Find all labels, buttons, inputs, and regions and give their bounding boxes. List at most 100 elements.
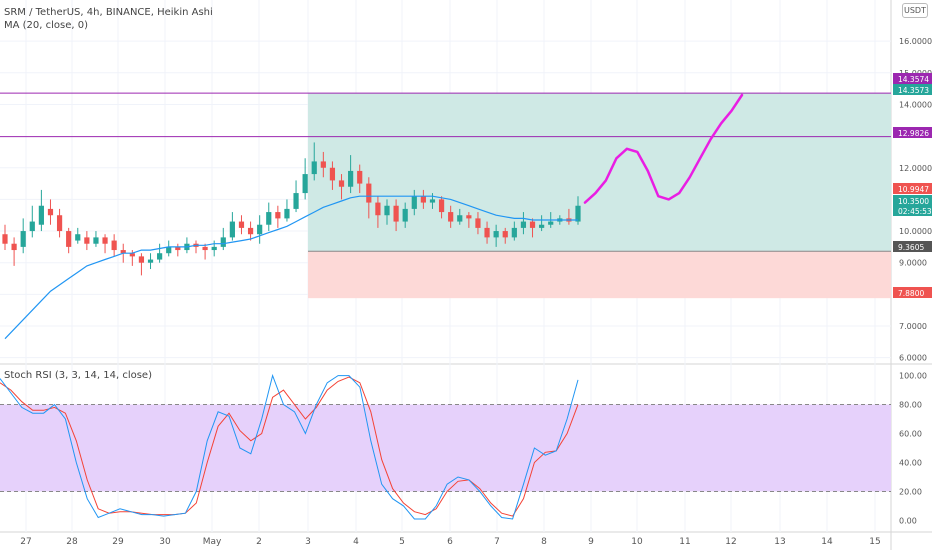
candle-body xyxy=(375,202,381,216)
symbol-title[interactable]: SRM / TetherUS, 4h, BINANCE, Heikin Ashi xyxy=(4,7,213,18)
stoch-tick-label: 40.00 xyxy=(899,458,922,467)
candle-body xyxy=(138,256,145,263)
price-label-text: 7.8800 xyxy=(898,289,924,298)
candle-body xyxy=(284,208,290,219)
time-tick-label: May xyxy=(203,537,222,547)
price-tick-label: 16.0000 xyxy=(899,37,932,46)
candle-body xyxy=(120,250,126,254)
candle-body xyxy=(475,218,481,228)
stoch-tick-label: 60.00 xyxy=(899,430,922,439)
time-tick-label: 30 xyxy=(159,537,171,547)
candle-body xyxy=(84,237,90,244)
loss-zone xyxy=(308,251,891,299)
price-tick-label: 10.0000 xyxy=(899,227,932,236)
time-tick-label: 4 xyxy=(353,537,359,547)
candle-body xyxy=(266,212,272,225)
projection-curve xyxy=(583,93,744,204)
stoch-tick-label: 20.00 xyxy=(899,487,922,496)
candle-body xyxy=(484,227,490,238)
candle-body xyxy=(147,259,154,263)
price-label-tag xyxy=(893,195,932,206)
candle-body xyxy=(102,237,108,244)
price-label-tag xyxy=(893,183,932,194)
candle-body xyxy=(66,231,72,247)
candle-body xyxy=(502,231,508,238)
candle-body xyxy=(20,231,26,247)
price-tick-label: 9.0000 xyxy=(899,259,927,268)
candle-body xyxy=(11,243,17,251)
candle-body xyxy=(529,221,536,228)
candle-body xyxy=(348,170,354,187)
currency-button[interactable]: USDT xyxy=(902,3,928,18)
candle-body xyxy=(175,246,181,251)
stoch-d-line xyxy=(0,376,579,517)
candle-body xyxy=(47,208,54,216)
candle-body xyxy=(229,221,235,238)
candle-body xyxy=(539,224,545,228)
candle-body xyxy=(466,215,472,219)
ma-line xyxy=(4,195,578,340)
candle-body xyxy=(420,196,426,203)
stoch-axis[interactable]: 100.00 80.00 60.00 40.00 20.00 0.00 xyxy=(899,372,927,526)
candle-body xyxy=(157,253,163,260)
candle-body xyxy=(548,221,554,225)
price-label-text: 10.3500 xyxy=(898,197,929,206)
price-tick-label: 7.0000 xyxy=(899,322,927,331)
candle-body xyxy=(438,199,445,213)
price-label-text: 14.3574 xyxy=(898,75,929,84)
drawing-projection[interactable] xyxy=(583,93,744,204)
candle-body xyxy=(56,215,63,232)
stoch-legend[interactable]: Stoch RSI (3, 3, 14, 14, close) xyxy=(4,370,152,381)
candle-body xyxy=(238,221,245,228)
candle-body xyxy=(293,193,299,209)
candle-body xyxy=(366,183,372,203)
time-tick-label: 2 xyxy=(256,537,262,547)
price-axis[interactable]: 16.000015.000014.000012.000011.000010.00… xyxy=(893,37,932,363)
candle-body xyxy=(2,234,8,244)
time-tick-label: 11 xyxy=(679,537,690,547)
stoch-tick-label: 100.00 xyxy=(899,372,927,381)
candle-body xyxy=(38,205,44,225)
candle-body xyxy=(384,205,390,216)
profit-zone xyxy=(308,93,891,252)
candle-body xyxy=(275,212,281,219)
candle-body xyxy=(357,170,363,184)
price-label-tag xyxy=(893,205,932,216)
price-label-text: 02:45:53 xyxy=(898,207,932,216)
candle-body xyxy=(93,237,99,244)
candle-body xyxy=(247,227,254,235)
candle-body xyxy=(29,221,35,232)
price-label-text: 12.9826 xyxy=(898,129,929,138)
candle-body xyxy=(202,246,208,251)
candle-body xyxy=(429,199,436,203)
price-label-tag xyxy=(893,73,932,84)
time-tick-label: 9 xyxy=(588,537,594,547)
stoch-tick-label: 80.00 xyxy=(899,401,922,410)
moving-average-series xyxy=(4,195,578,340)
time-tick-label: 14 xyxy=(821,537,833,547)
candle-body xyxy=(129,253,135,257)
candle-body xyxy=(520,221,527,228)
candle-body xyxy=(220,237,226,247)
candle-body xyxy=(511,227,517,238)
price-tick-label: 14.0000 xyxy=(899,100,932,109)
price-tick-label: 12.0000 xyxy=(899,164,932,173)
price-tick-label: 6.0000 xyxy=(899,354,927,363)
horizontal-levels[interactable] xyxy=(0,92,891,138)
time-tick-label: 8 xyxy=(541,537,547,547)
price-label-tag xyxy=(893,127,932,138)
price-label-tag xyxy=(893,241,932,252)
time-tick-label: 6 xyxy=(447,537,453,547)
candle-body xyxy=(302,174,308,194)
time-tick-label: 28 xyxy=(66,537,78,547)
price-label-text: 10.9947 xyxy=(898,185,929,194)
ma-legend[interactable]: MA (20, close, 0) xyxy=(4,20,89,31)
time-axis[interactable]: 27 28 29 30 May 2 3 4 5 6 7 8 9 10 11 12 13 14 15 xyxy=(20,537,880,547)
candle-series xyxy=(2,142,581,276)
time-tick-label: 15 xyxy=(869,537,880,547)
candle-body xyxy=(393,205,399,222)
candle-body xyxy=(320,161,326,168)
price-label-text: 9.3605 xyxy=(898,243,924,252)
stoch-k-line xyxy=(0,373,579,520)
